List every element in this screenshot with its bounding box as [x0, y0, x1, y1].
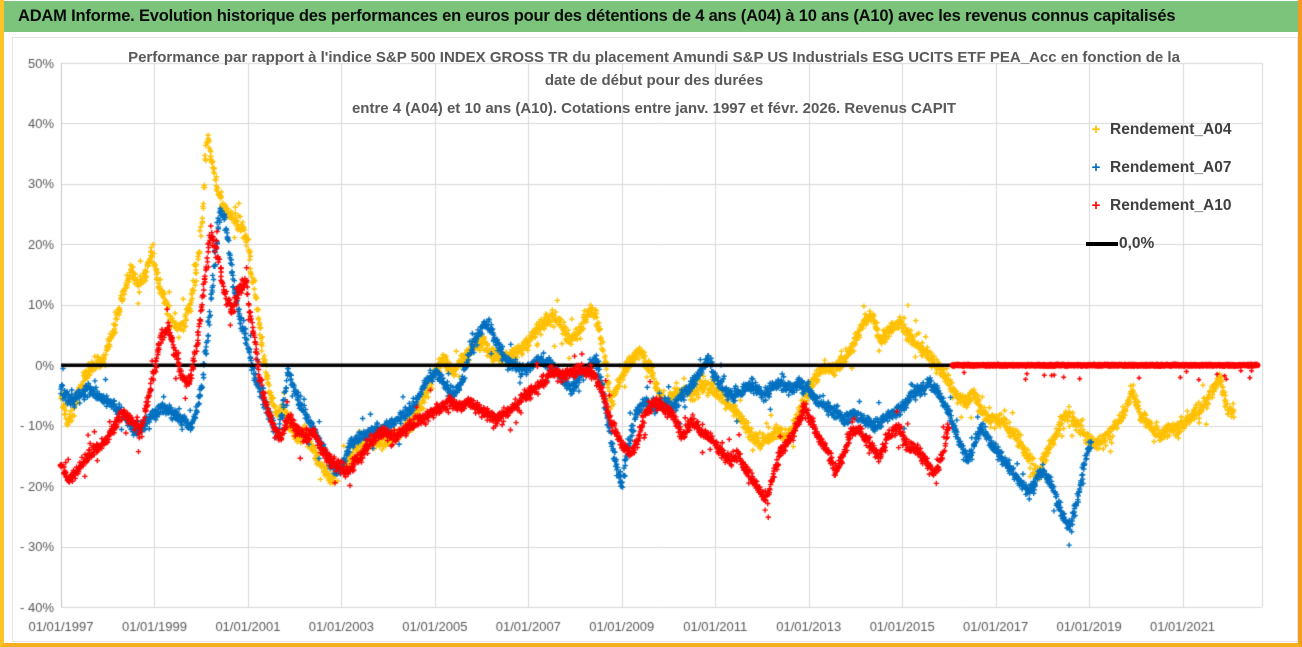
- chart-title-line3: entre 4 (A04) et 10 ans (A10). Cotations…: [351, 100, 957, 117]
- performance-scatter-chart: [4, 0, 1298, 643]
- legend-item-a04: + Rendement_A04: [1086, 118, 1232, 142]
- legend-item-zero-line: 0,0%: [1086, 232, 1231, 256]
- plus-marker-a04-icon: +: [1091, 121, 1101, 138]
- plus-marker-a10-icon: +: [1091, 197, 1101, 214]
- legend-label-a04: Rendement_A04: [1110, 121, 1232, 138]
- plus-marker-a07-icon: +: [1091, 159, 1101, 176]
- legend-label-a07: Rendement_A07: [1110, 159, 1232, 176]
- legend-label-a10: Rendement_A10: [1110, 197, 1232, 214]
- chart-title: Performance par rapport à l'indice S&P 5…: [64, 49, 1244, 117]
- chart-title-line2: date de début pour des durées: [544, 72, 764, 89]
- chart-title-line1: Performance par rapport à l'indice S&P 5…: [128, 49, 1180, 66]
- zero-line-swatch-icon: [1086, 242, 1118, 246]
- legend-item-a07: + Rendement_A07: [1086, 156, 1232, 180]
- legend: + Rendement_A04 + Rendement_A07 + Rendem…: [1086, 118, 1231, 270]
- legend-label-zero: 0,0%: [1119, 235, 1155, 252]
- legend-item-a10: + Rendement_A10: [1086, 194, 1232, 218]
